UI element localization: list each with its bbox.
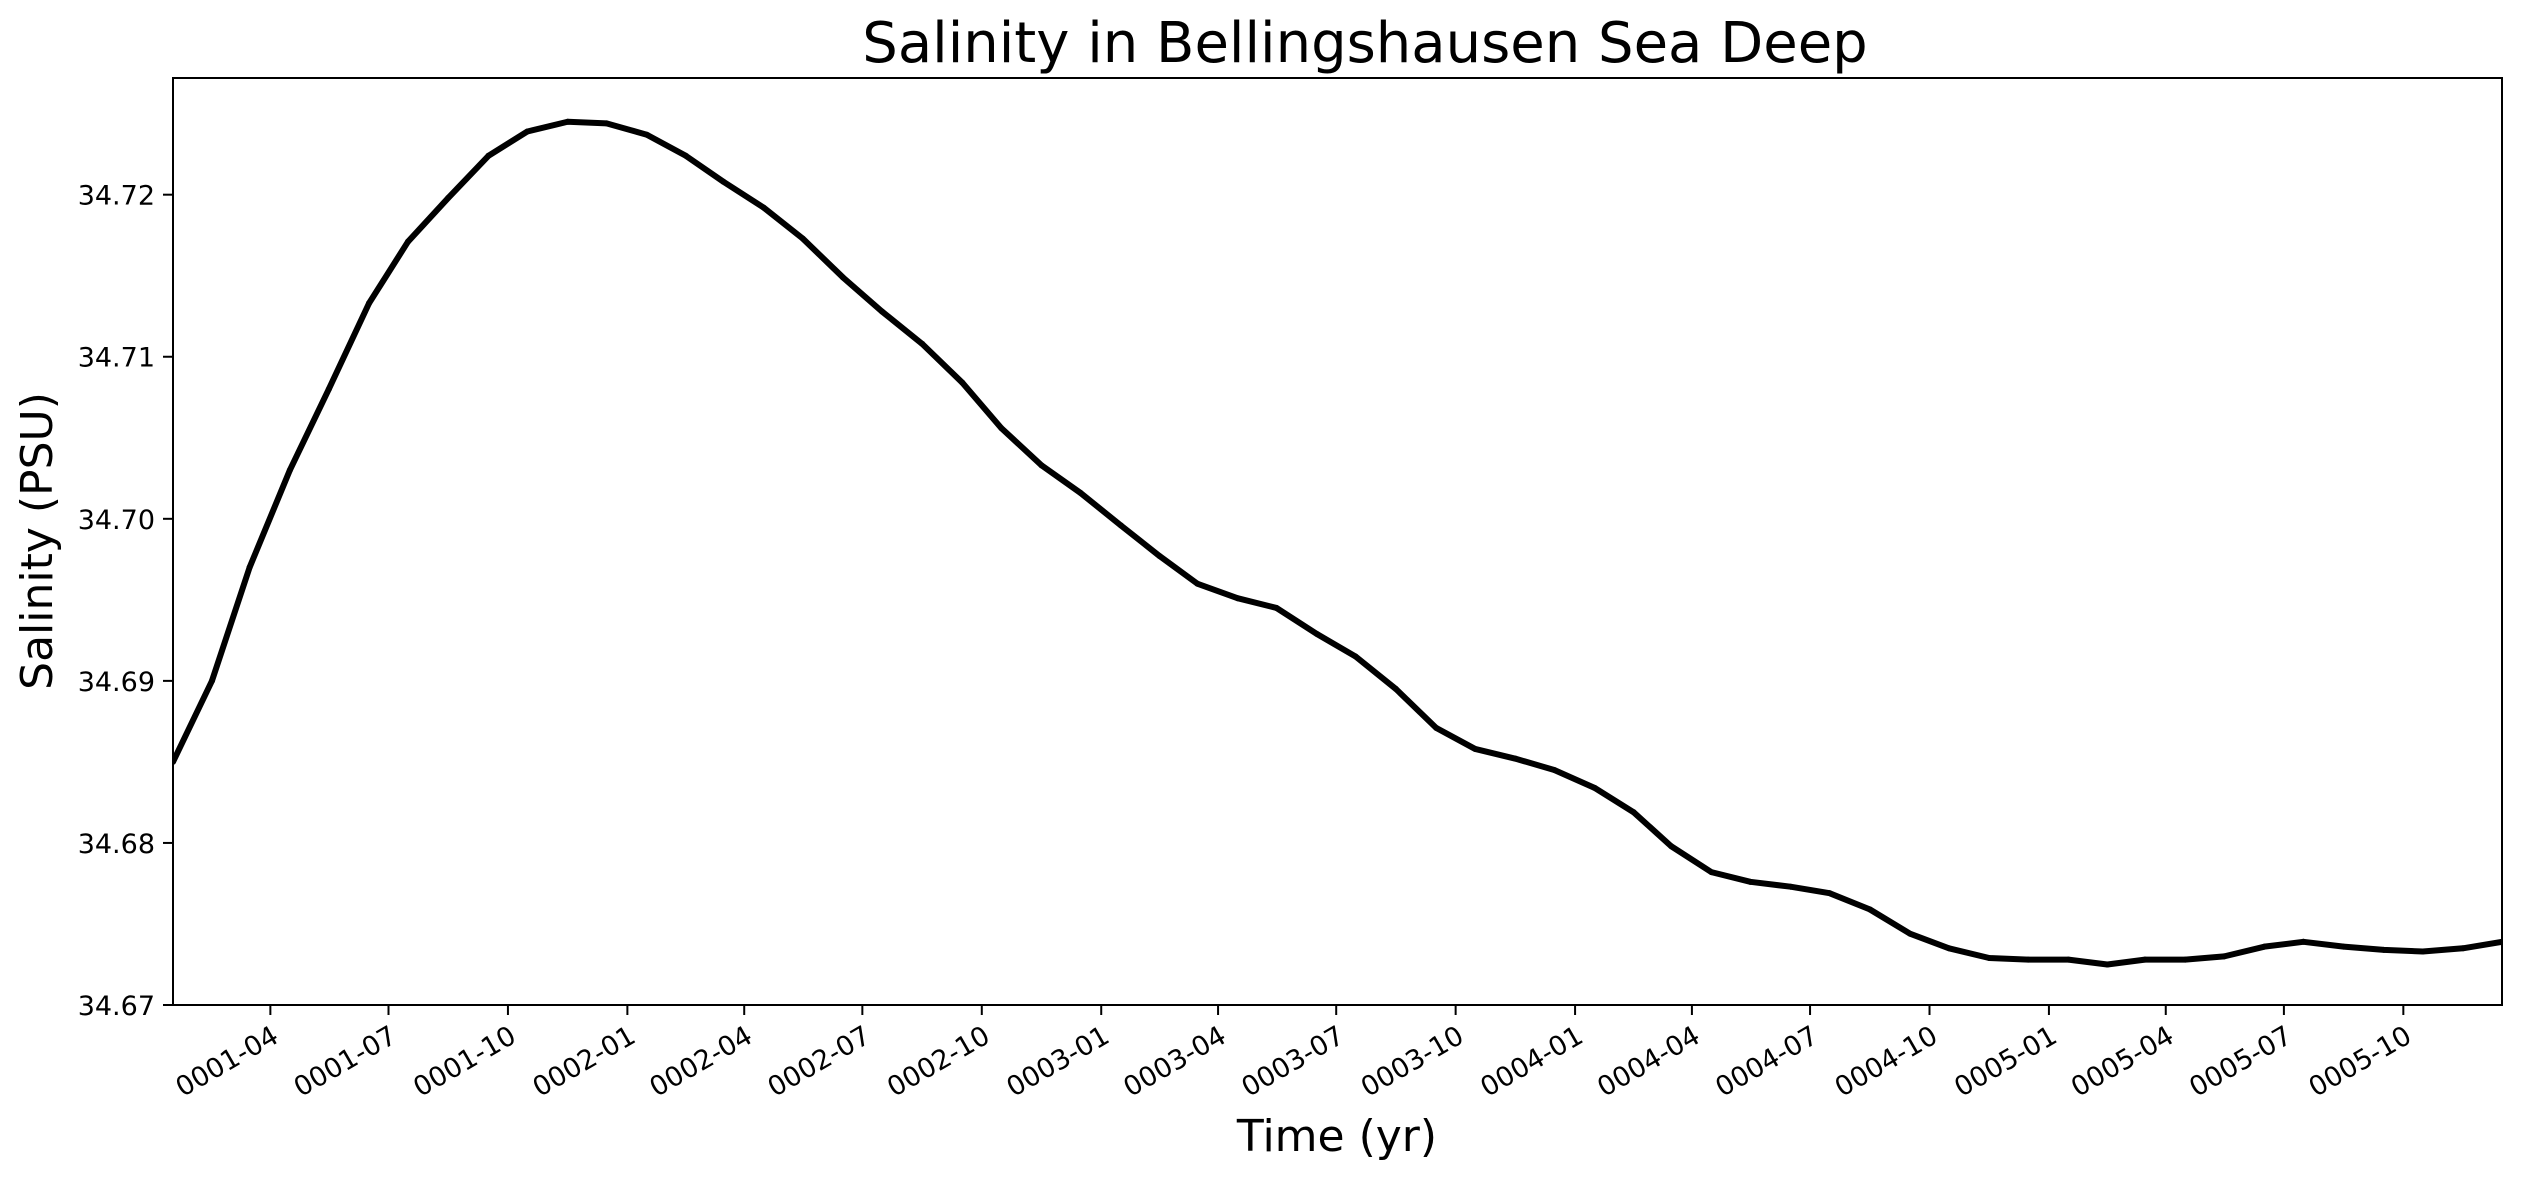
data-point bbox=[2065, 956, 2072, 963]
data-point bbox=[246, 564, 253, 571]
data-point bbox=[2261, 943, 2268, 950]
x-tick-label: 0002-10 bbox=[882, 1020, 995, 1103]
y-axis: 34.67 34.68 34.69 34.70 34.71 34.72 bbox=[78, 181, 173, 1022]
data-point bbox=[603, 120, 610, 127]
data-point bbox=[682, 152, 689, 159]
data-point bbox=[404, 238, 411, 245]
x-tick-label: 0005-04 bbox=[2066, 1020, 2179, 1103]
data-point bbox=[325, 386, 332, 393]
x-tick-label: 0004-01 bbox=[1475, 1020, 1588, 1103]
data-point bbox=[959, 379, 966, 386]
data-point bbox=[1117, 522, 1124, 529]
data-point bbox=[919, 340, 926, 347]
x-tick-label: 0003-07 bbox=[1237, 1020, 1350, 1103]
data-point bbox=[208, 677, 215, 684]
data-point bbox=[1907, 930, 1914, 937]
x-tick-label: 0004-10 bbox=[1830, 1020, 1943, 1103]
x-axis: 0001-04 0001-07 0001-10 0002-01 0002-04 0002-… bbox=[171, 1005, 2417, 1103]
data-point bbox=[1551, 767, 1558, 774]
data-point bbox=[799, 235, 806, 242]
x-tick-label: 0005-07 bbox=[2184, 1020, 2297, 1103]
plot-area bbox=[172, 77, 2503, 1006]
data-point bbox=[760, 204, 767, 211]
x-tick-label: 0003-10 bbox=[1356, 1020, 1469, 1103]
data-point bbox=[1433, 724, 1440, 731]
data-point bbox=[2221, 953, 2228, 960]
series-layer bbox=[173, 118, 2502, 968]
x-tick-label: 0005-01 bbox=[1949, 1020, 2062, 1103]
data-point bbox=[2380, 946, 2387, 953]
data-point bbox=[2340, 943, 2347, 950]
x-tick-label: 0002-04 bbox=[645, 1020, 758, 1103]
x-tick-label: 0001-04 bbox=[171, 1020, 284, 1103]
data-point bbox=[1273, 604, 1280, 611]
series-line bbox=[173, 118, 2502, 968]
data-point bbox=[286, 467, 293, 474]
data-point bbox=[720, 178, 727, 185]
chart-title: Salinity in Bellingshausen Sea Deep bbox=[862, 11, 1867, 76]
x-tick-label: 0005-10 bbox=[2304, 1020, 2417, 1103]
y-tick-label: 34.71 bbox=[78, 343, 155, 374]
x-tick-label: 0003-01 bbox=[1002, 1020, 1115, 1103]
data-point bbox=[643, 131, 650, 138]
y-axis-label: Salinity (PSU) bbox=[12, 392, 63, 690]
y-tick-label: 34.70 bbox=[78, 505, 155, 536]
y-tick-label: 34.67 bbox=[78, 991, 155, 1022]
data-point bbox=[1234, 595, 1241, 602]
x-tick-label: 0002-01 bbox=[528, 1020, 641, 1103]
data-point bbox=[839, 274, 846, 281]
data-point bbox=[1077, 489, 1084, 496]
data-point bbox=[1352, 653, 1359, 660]
data-point bbox=[1986, 955, 1993, 961]
data-point bbox=[878, 308, 885, 315]
data-point bbox=[1630, 809, 1637, 816]
y-tick-label: 34.68 bbox=[78, 829, 155, 860]
data-point bbox=[2300, 938, 2307, 945]
x-axis-label: Time (yr) bbox=[1236, 1111, 1437, 1162]
data-point bbox=[2182, 956, 2189, 963]
data-point bbox=[1472, 745, 1479, 752]
data-point bbox=[1038, 462, 1045, 469]
x-tick-label: 0001-10 bbox=[408, 1020, 521, 1103]
data-point bbox=[524, 128, 531, 135]
x-tick-label: 0003-04 bbox=[1118, 1020, 1231, 1103]
x-tick-label: 0001-07 bbox=[289, 1020, 402, 1103]
data-point bbox=[1591, 784, 1598, 791]
plot-frame bbox=[172, 77, 2503, 1006]
data-point bbox=[1708, 869, 1715, 876]
x-tick-label: 0004-07 bbox=[1710, 1020, 1823, 1103]
data-point bbox=[998, 425, 1005, 432]
data-point bbox=[1512, 755, 1519, 762]
data-point bbox=[485, 152, 492, 159]
x-tick-label: 0004-04 bbox=[1592, 1020, 1705, 1103]
data-point bbox=[445, 194, 452, 201]
data-point bbox=[1156, 553, 1163, 560]
x-tick-label: 0002-07 bbox=[763, 1020, 876, 1103]
data-point bbox=[1826, 890, 1833, 897]
data-point bbox=[1668, 843, 1675, 850]
data-point bbox=[2025, 956, 2032, 963]
data-point bbox=[2104, 961, 2111, 968]
data-point bbox=[1787, 883, 1794, 890]
data-point bbox=[366, 300, 373, 307]
data-point bbox=[1313, 630, 1320, 637]
data-point bbox=[2141, 956, 2148, 963]
data-point bbox=[1747, 878, 1754, 885]
data-point bbox=[1945, 945, 1952, 952]
data-point bbox=[2419, 948, 2426, 955]
data-point bbox=[564, 118, 571, 125]
y-tick-label: 34.69 bbox=[78, 667, 155, 698]
data-point bbox=[1866, 906, 1873, 913]
data-point bbox=[1194, 580, 1201, 587]
data-point bbox=[2460, 945, 2467, 952]
data-point bbox=[1392, 685, 1399, 692]
y-tick-label: 34.72 bbox=[78, 181, 155, 212]
